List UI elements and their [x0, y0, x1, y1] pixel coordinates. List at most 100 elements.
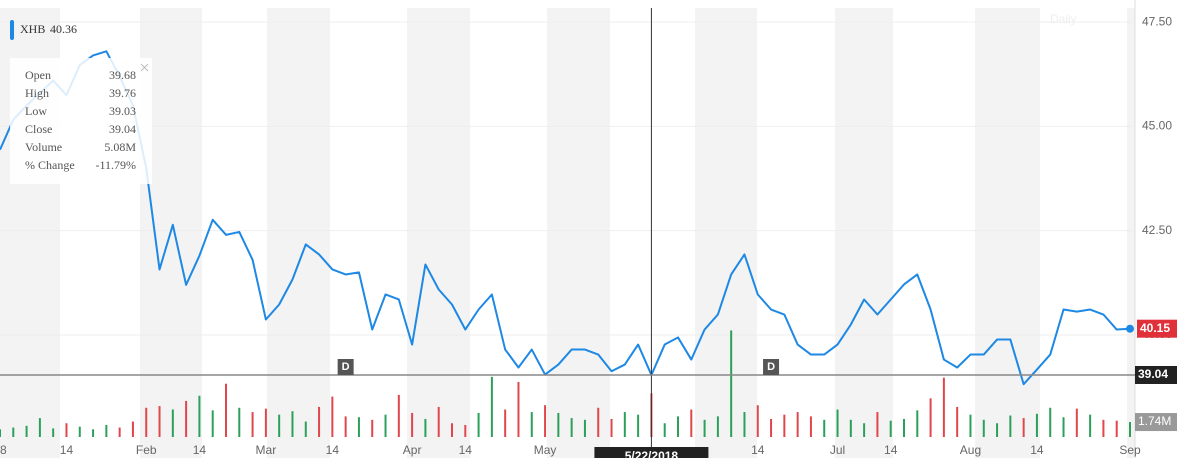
volume-bar [1075, 408, 1078, 437]
volume-bar [278, 414, 281, 437]
volume-bar [796, 412, 799, 437]
volume-bar [876, 412, 879, 437]
volume-bar [703, 419, 706, 437]
volume-bar [411, 412, 414, 437]
volume-bar [424, 418, 427, 437]
volume-bar [225, 383, 227, 437]
volume-bar [238, 407, 241, 437]
volume-bar [504, 409, 507, 437]
volume-bar [969, 414, 972, 437]
volume-bar [770, 418, 773, 437]
volume-bar [557, 412, 560, 437]
volume-bar [1089, 414, 1092, 437]
last-point [1126, 324, 1134, 333]
x-tick-label: 18 [0, 443, 7, 457]
volume-bar [1062, 417, 1065, 437]
x-tick-label: 14 [459, 443, 473, 457]
volume-bar [517, 382, 520, 437]
volume-bar [677, 416, 679, 437]
x-tick-label: Apr [403, 443, 422, 457]
x-tick-label: 14 [751, 443, 765, 457]
volume-bar [716, 416, 719, 437]
crosshair-date-box [594, 447, 709, 458]
volume-bar [185, 400, 188, 437]
volume-bar [916, 410, 919, 437]
x-tick-label: Feb [136, 443, 157, 457]
last-price-label: 40.15 [1140, 321, 1170, 335]
volume-bar [145, 407, 148, 437]
x-tick-label: Mar [256, 443, 277, 457]
tooltip-value: 39.03 [109, 104, 136, 118]
x-tick-label: Aug [960, 443, 981, 457]
crosshair-date: 5/22/2018 [625, 449, 679, 458]
volume-bar [291, 411, 294, 437]
volume-bar [637, 414, 640, 437]
volume-bar [544, 405, 547, 437]
volume-bar [451, 423, 453, 437]
volume-bar [690, 409, 693, 437]
volume-bar [105, 424, 108, 437]
volume-bar [756, 405, 759, 437]
last-price-badge [1137, 319, 1177, 338]
x-tick-label: May [534, 443, 557, 457]
volume-bar [397, 394, 400, 437]
volume-bar [158, 406, 161, 437]
volume-bar [849, 419, 852, 437]
volume-bar [903, 418, 905, 437]
volume-bar [65, 423, 68, 437]
volume-bar [344, 416, 347, 437]
legend-swatch [10, 20, 14, 40]
watermark: Daily [1050, 12, 1077, 26]
volume-bar [889, 420, 892, 437]
volume-badge [1135, 413, 1177, 432]
volume-bar [371, 419, 374, 437]
dividend-marker [763, 359, 780, 375]
x-tick-label: 14 [1030, 443, 1044, 457]
close-icon[interactable] [140, 63, 149, 72]
volume-bar [1049, 407, 1052, 437]
x-tick-label: Jul [830, 443, 845, 457]
volume-bar [264, 408, 267, 437]
volume-bar [25, 425, 28, 437]
volume-tick-label: 1.74M [1138, 414, 1171, 428]
volume-bar [52, 428, 55, 437]
legend-value: 40.36 [50, 22, 77, 36]
volume-bar [1009, 415, 1012, 437]
dividend-label: D [767, 361, 775, 373]
volume-bar [942, 377, 945, 437]
volume-bar [131, 421, 134, 437]
x-tick-label: 14 [193, 443, 207, 457]
volume-bar [823, 419, 826, 437]
tooltip-label: Close [25, 122, 52, 136]
crosshair-value-label: 39.04 [1138, 367, 1168, 381]
volume-bar [92, 429, 95, 437]
grid [0, 21, 1135, 336]
tooltip-label: Open [25, 68, 51, 82]
volume-bar [171, 409, 174, 437]
volume-bar [1102, 419, 1105, 437]
crosshair-value-badge [1135, 365, 1177, 384]
volume-bar [38, 418, 41, 437]
y-tick-label: 45.00 [1142, 119, 1172, 133]
volume-bar [982, 419, 985, 437]
volume-bar [996, 423, 999, 437]
volume-bar [1129, 422, 1131, 437]
volume-bar [1022, 418, 1025, 437]
tooltip-label: High [25, 86, 49, 100]
tooltip-value: 39.04 [109, 122, 136, 136]
volume-bar [743, 412, 746, 437]
volume-bar [530, 412, 533, 437]
volume-bar [477, 412, 480, 437]
volume-bar [836, 409, 839, 437]
tooltip-value: 5.08M [104, 140, 136, 154]
volume-bar [304, 421, 307, 437]
y-tick-label: 42.50 [1142, 223, 1172, 237]
volume-bar [956, 406, 959, 437]
tooltip: Open 39.68 High 39.76 Low 39.03 Close 39.04 Volu… [10, 58, 152, 184]
plot: 5/22/2018 D D [0, 8, 1135, 458]
volume-bar [597, 407, 600, 437]
volume-bar [464, 424, 467, 437]
volume-bar [583, 419, 586, 437]
